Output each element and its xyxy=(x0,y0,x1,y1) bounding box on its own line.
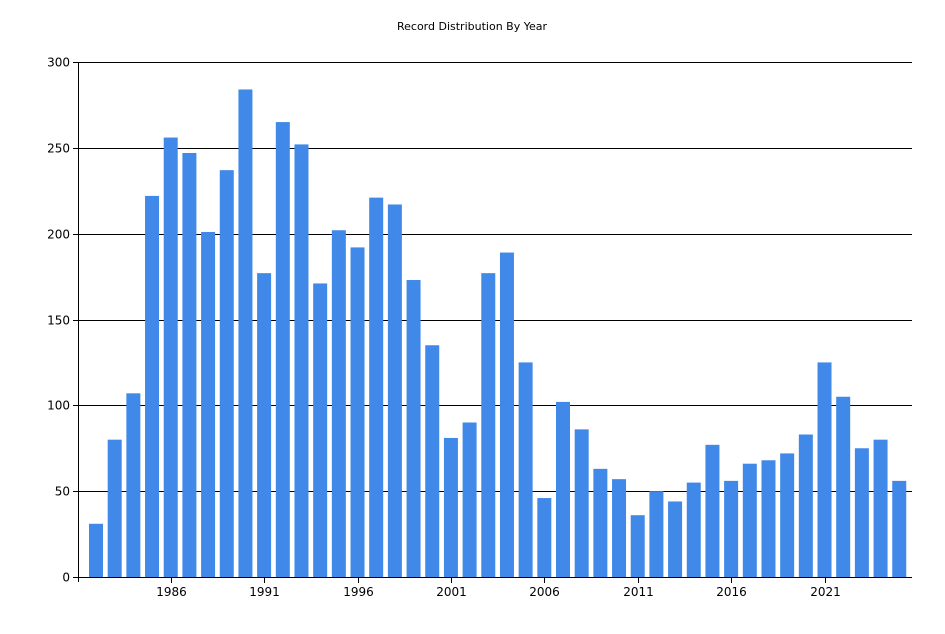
x-tick-label: 2006 xyxy=(529,585,560,599)
bar xyxy=(294,144,309,577)
bar xyxy=(724,480,739,577)
x-tick-label: 2021 xyxy=(810,585,841,599)
bar xyxy=(406,280,421,577)
bar xyxy=(854,448,869,577)
bar xyxy=(387,204,402,577)
bar xyxy=(89,523,103,577)
bar xyxy=(630,515,645,577)
bar xyxy=(145,195,160,577)
bar xyxy=(574,429,589,577)
y-tick-label: 300 xyxy=(47,56,70,70)
y-tick-label: 0 xyxy=(62,571,70,585)
bar xyxy=(107,439,122,577)
bar xyxy=(481,273,496,577)
y-tick-label: 150 xyxy=(47,314,70,328)
axes xyxy=(73,62,912,582)
x-axis-ticks: 1986 1991 1996 2001 2006 2011 2016 2021 xyxy=(156,577,841,599)
bar xyxy=(126,393,141,577)
bar xyxy=(817,362,832,577)
bars xyxy=(89,89,907,578)
bar xyxy=(761,460,776,577)
bar xyxy=(350,247,365,577)
bar xyxy=(873,439,888,577)
y-axis-ticks: 0 50 100 150 200 250 300 xyxy=(47,56,78,585)
bar xyxy=(443,437,458,577)
bar xyxy=(257,273,272,577)
bar xyxy=(686,482,701,577)
bar xyxy=(182,152,197,577)
x-tick-label: 2001 xyxy=(436,585,467,599)
y-tick-label: 250 xyxy=(47,142,70,156)
bar xyxy=(668,501,683,577)
bar xyxy=(499,252,514,578)
bar xyxy=(612,479,627,577)
x-tick-label: 2016 xyxy=(716,585,747,599)
x-tick-label: 2011 xyxy=(623,585,654,599)
bar xyxy=(892,480,907,577)
y-tick-label: 50 xyxy=(55,485,70,499)
bar xyxy=(331,230,346,577)
bar xyxy=(798,434,813,577)
bar xyxy=(742,463,757,577)
x-tick-label: 1991 xyxy=(249,585,280,599)
x-tick-label: 1996 xyxy=(343,585,374,599)
bar xyxy=(780,453,795,577)
chart-title: Record Distribution By Year xyxy=(397,20,547,33)
bar xyxy=(649,491,664,577)
bar xyxy=(163,137,178,578)
bar xyxy=(219,170,234,577)
bar xyxy=(369,197,384,577)
bar xyxy=(518,362,533,577)
bar xyxy=(462,422,477,577)
bar xyxy=(313,283,328,577)
bar xyxy=(593,468,608,577)
bar xyxy=(238,89,253,577)
bar xyxy=(425,345,440,577)
y-tick-label: 100 xyxy=(47,399,70,413)
bar xyxy=(201,231,216,577)
bar xyxy=(836,396,851,577)
bar xyxy=(556,401,570,577)
y-tick-label: 200 xyxy=(47,228,70,242)
bar xyxy=(275,122,290,577)
bar xyxy=(537,498,552,577)
x-tick-label: 1986 xyxy=(156,585,187,599)
bar xyxy=(705,444,720,577)
